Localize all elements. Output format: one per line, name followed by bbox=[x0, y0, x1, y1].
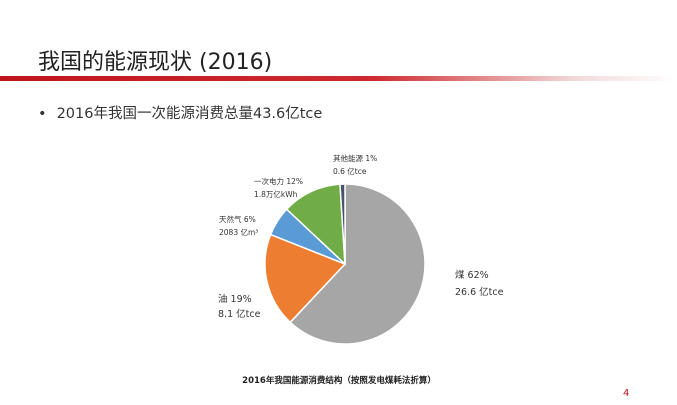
slice-value-5: 0.6 亿tce bbox=[333, 166, 367, 176]
pie-slices bbox=[264, 183, 426, 345]
pie-labels: 煤 62% 26.6 亿tce 油 19% 8.1 亿tce 天然气 6% 2083 亿m… bbox=[218, 153, 504, 320]
page-number: 4 bbox=[623, 388, 630, 399]
slide-title: 我国的能源现状 (2016) bbox=[38, 50, 273, 75]
title-underline bbox=[0, 76, 677, 81]
slice-label-2: 油 19% bbox=[218, 293, 252, 305]
slice-value-3: 2083 亿m³ bbox=[219, 227, 258, 237]
slice-value-4: 1.8万亿kWh bbox=[254, 189, 298, 199]
slice-label-3: 天然气 6% bbox=[219, 214, 256, 224]
slice-label-1: 煤 62% bbox=[455, 269, 489, 281]
chart-title: 2016年我国能源消费结构（按照发电煤耗法折算） bbox=[242, 375, 436, 386]
bullet-icon: • bbox=[38, 106, 47, 122]
slice-value-2: 8.1 亿tce bbox=[218, 308, 261, 320]
pie-slice-4 bbox=[285, 183, 346, 266]
slice-value-1: 26.6 亿tce bbox=[455, 286, 504, 298]
pie-slice-5 bbox=[339, 183, 346, 265]
bullet-item: • 2016年我国一次能源消费总量43.6亿tce bbox=[38, 102, 322, 123]
bullet-text: 2016年我国一次能源消费总量43.6亿tce bbox=[56, 106, 323, 122]
slice-label-4: 一次电力 12% bbox=[254, 176, 303, 186]
pie-slice-1 bbox=[289, 183, 426, 345]
slice-label-5: 其他能源 1% bbox=[333, 153, 377, 163]
